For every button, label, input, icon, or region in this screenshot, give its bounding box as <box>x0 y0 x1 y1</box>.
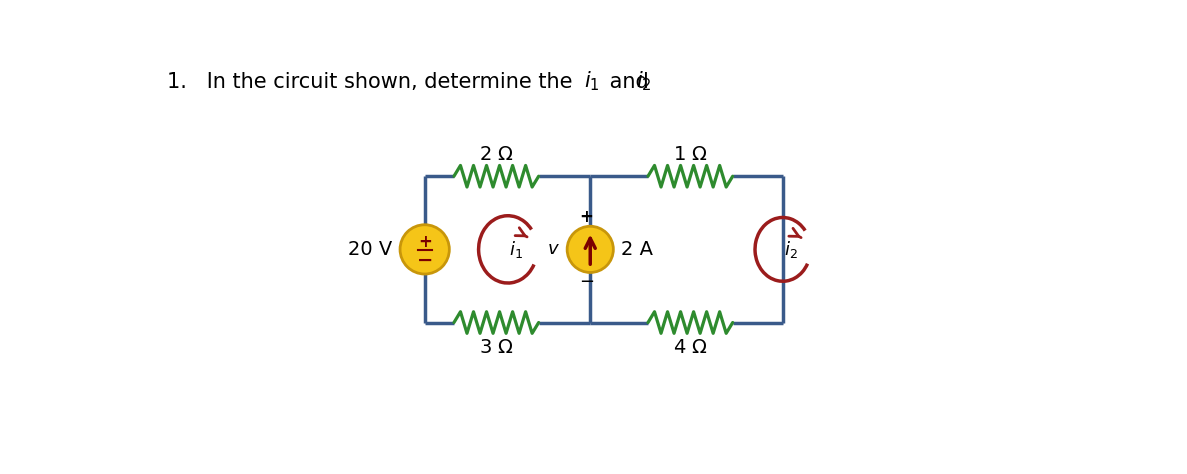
Text: −: − <box>579 273 594 291</box>
Text: 3 $\Omega$: 3 $\Omega$ <box>478 337 514 356</box>
Text: −: − <box>417 251 433 270</box>
Text: 1.   In the circuit shown, determine the: 1. In the circuit shown, determine the <box>166 72 579 91</box>
Circle shape <box>567 226 614 273</box>
Circle shape <box>400 225 450 274</box>
Text: 4 $\Omega$: 4 $\Omega$ <box>673 337 707 356</box>
Text: 1 $\Omega$: 1 $\Omega$ <box>673 145 707 164</box>
Text: +: + <box>418 234 432 251</box>
Text: $v$: $v$ <box>546 240 559 258</box>
Text: and: and <box>603 72 655 91</box>
Text: 20 V: 20 V <box>348 240 393 259</box>
Text: $i_2$: $i_2$ <box>783 239 798 260</box>
Text: $i_1$: $i_1$ <box>508 239 522 260</box>
Text: 2 A: 2 A <box>621 240 653 259</box>
Text: $i_2$: $i_2$ <box>636 70 652 93</box>
Text: $i_1$: $i_1$ <box>584 70 599 93</box>
Text: 2 $\Omega$: 2 $\Omega$ <box>478 145 514 164</box>
Text: +: + <box>579 208 594 226</box>
